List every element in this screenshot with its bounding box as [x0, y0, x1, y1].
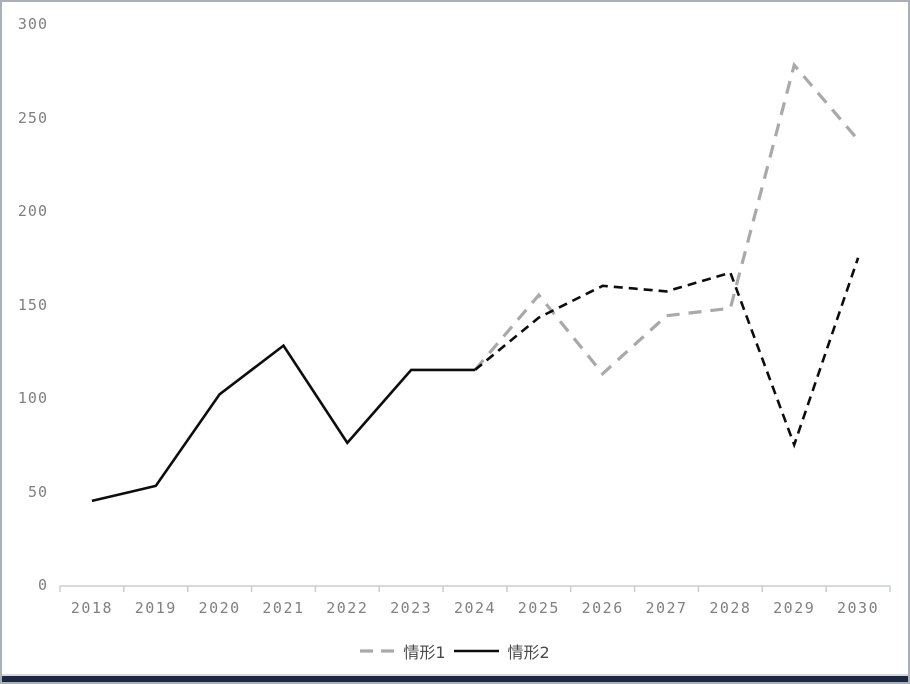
x-tick-label: 2025: [517, 599, 560, 617]
legend-item-scenario-2: 情形2: [453, 639, 550, 663]
x-tick-label: 2029: [773, 599, 816, 617]
legend-item-scenario-1: 情形1: [360, 639, 446, 663]
y-tick-label: 200: [17, 202, 48, 220]
x-tick-label: 2018: [70, 599, 113, 617]
x-tick-label: 2024: [453, 599, 497, 617]
y-tick-label: 300: [17, 15, 48, 33]
legend-label-scenario-2: 情形2: [507, 643, 550, 662]
y-tick-label: 150: [17, 295, 48, 314]
chart-legend: 情形1 情形2: [2, 638, 908, 664]
dashed-line-swatch-icon: [360, 649, 395, 653]
y-tick-label: 250: [17, 108, 48, 127]
y-tick-label: 100: [17, 389, 48, 407]
window-bottom-divider: [2, 674, 908, 676]
window-bottom-bar: [2, 676, 908, 682]
x-tick-label: 2022: [326, 599, 369, 617]
legend-label-scenario-1: 情形1: [403, 643, 446, 662]
x-tick-label: 2027: [645, 599, 688, 617]
solid-line-swatch-icon: [453, 649, 499, 653]
y-axis-labels: 0 50 100 150 200 250 300: [2, 2, 52, 678]
x-tick-label: 2021: [262, 599, 305, 617]
y-tick-label: 50: [27, 482, 48, 501]
x-tick-label: 2019: [134, 599, 177, 617]
x-tick-label: 2026: [581, 599, 624, 617]
x-tick-label: 2030: [837, 599, 880, 617]
x-axis-labels: 2018 2019 2020 2021 2022 2023 2024 2025 2026 2027…: [2, 599, 908, 621]
x-tick-label: 2028: [709, 599, 752, 617]
y-tick-label: 0: [37, 576, 48, 594]
x-tick-label: 2020: [198, 599, 241, 617]
x-tick-label: 2023: [390, 599, 433, 617]
